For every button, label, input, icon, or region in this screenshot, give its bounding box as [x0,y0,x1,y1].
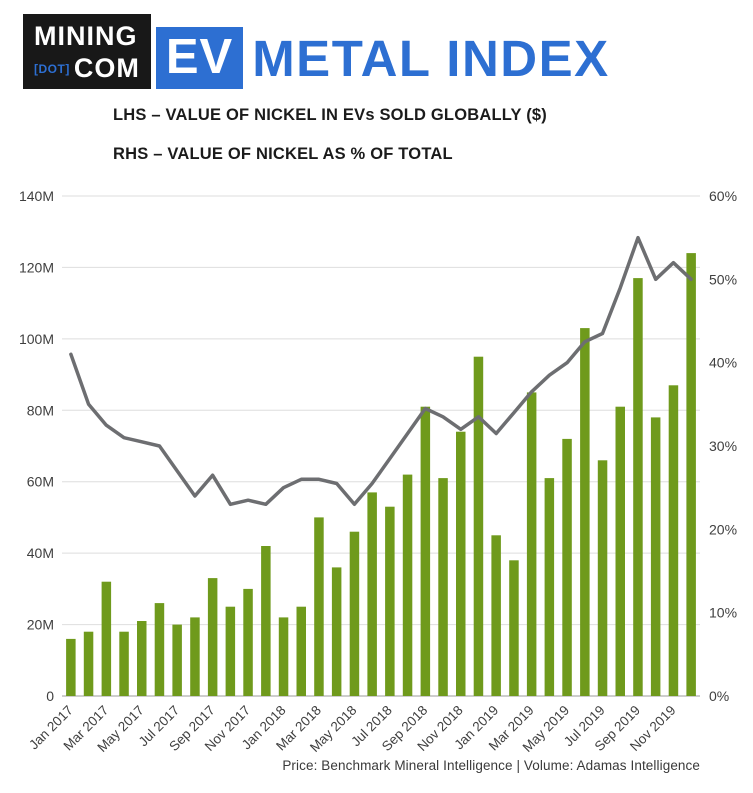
value-bar [650,417,661,696]
value-bar [331,567,342,696]
value-bar [349,531,360,696]
value-bar [119,631,129,696]
value-bar [597,460,608,696]
value-bar [137,621,147,696]
logo: MINING [DOT] COM EV METAL INDEX [23,14,610,89]
value-bar [207,578,218,696]
value-bar [101,581,112,696]
logo-mining-text: MINING [34,21,138,51]
value-bar [562,438,572,696]
logo-dotcom-row: [DOT] COM [34,55,140,82]
value-bar [473,356,484,696]
right-axis-tick-label: 50% [709,271,737,287]
value-bar [438,478,448,696]
value-bar [154,603,165,696]
left-axis-tick-label: 80M [27,402,54,418]
value-bar [66,638,76,696]
value-bar [243,588,253,696]
value-bar [544,478,555,696]
value-bar [686,253,696,696]
value-bar [83,631,94,696]
logo-dot-text: [DOT] [34,61,70,76]
ev-metal-index-chart: 140M 120M 100M 80M 60M 40M 20M 0 60% 50% 40% 30% 20%… [19,188,737,755]
right-axis-tick-label: 20% [709,521,737,537]
mining-com-logo: MINING [DOT] COM [23,14,151,89]
value-bar [509,560,519,696]
ev-badge: EV [155,27,244,89]
left-axis-tick-label: 40M [27,545,54,561]
value-bar [420,406,431,696]
value-bar [172,624,182,696]
right-axis-tick-label: 60% [709,188,737,204]
value-bar [526,392,537,696]
chart-subtitle-rhs: RHS – VALUE OF NICKEL AS % OF TOTAL [113,145,453,163]
value-bar [314,517,324,696]
value-bar [615,406,625,696]
value-bar [402,474,413,696]
value-bar [367,492,377,696]
percent-of-total-line [69,235,693,507]
left-axis-tick-label: 0 [46,688,54,704]
value-bar [261,546,271,696]
value-bar [633,278,643,696]
value-bar [456,431,466,696]
value-bar [385,506,395,696]
logo-com-text: COM [73,53,140,83]
right-axis-tick-label: 30% [709,438,737,454]
left-axis-tick-label: 20M [27,617,54,633]
value-bar [278,617,289,696]
right-axis-tick-label: 0% [709,688,729,704]
index-title: METAL INDEX [252,30,610,87]
right-axis-tick-label: 40% [709,355,737,371]
left-axis-tick-label: 60M [27,474,54,490]
value-bar [296,606,306,696]
value-bar [491,535,501,696]
source-attribution: Price: Benchmark Mineral Intelligence | … [282,758,700,773]
left-axis-tick-label: 100M [19,331,54,347]
value-bar [225,606,236,696]
left-axis-tick-label: 140M [19,188,54,204]
value-bar [668,385,679,696]
right-axis-tick-label: 10% [709,605,737,621]
chart-subtitle-lhs: LHS – VALUE OF NICKEL IN EVs SOLD GLOBAL… [113,106,547,124]
left-axis-tick-label: 120M [19,259,54,275]
value-bar [190,617,200,696]
value-bar [580,328,590,696]
